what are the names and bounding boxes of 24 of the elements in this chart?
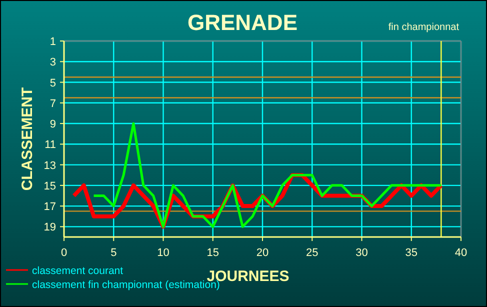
y-tick-label: 11 bbox=[44, 139, 56, 152]
x-tick-label: 5 bbox=[110, 247, 117, 259]
x-tick-label: 35 bbox=[405, 247, 418, 259]
legend-label: classement courant bbox=[32, 265, 124, 277]
y-tick-label: 19 bbox=[44, 222, 56, 234]
x-tick-label: 30 bbox=[356, 247, 368, 259]
x-tick-label: 40 bbox=[454, 247, 468, 259]
x-tick-label: 25 bbox=[306, 247, 318, 259]
x-tick-label: 15 bbox=[206, 247, 219, 259]
chart-title: GRENADE bbox=[187, 10, 298, 35]
x-tick-label: 20 bbox=[256, 247, 269, 259]
y-tick-label: 7 bbox=[50, 98, 56, 110]
y-tick-label: 1 bbox=[50, 36, 56, 48]
y-tick-label: 3 bbox=[50, 56, 56, 69]
x-tick-label: 0 bbox=[60, 247, 68, 259]
y-tick-label: 9 bbox=[50, 118, 56, 131]
line-series bbox=[92, 122, 442, 228]
y-tick-label: 17 bbox=[44, 201, 56, 214]
x-tick-label: 10 bbox=[157, 247, 170, 259]
y-tick-label: 13 bbox=[44, 160, 56, 172]
y-tick-label: 15 bbox=[44, 180, 56, 192]
y-axis-title: CLASSEMENT bbox=[19, 87, 36, 191]
text: fin championnat bbox=[388, 22, 460, 33]
y-tick-label: 5 bbox=[50, 77, 56, 90]
